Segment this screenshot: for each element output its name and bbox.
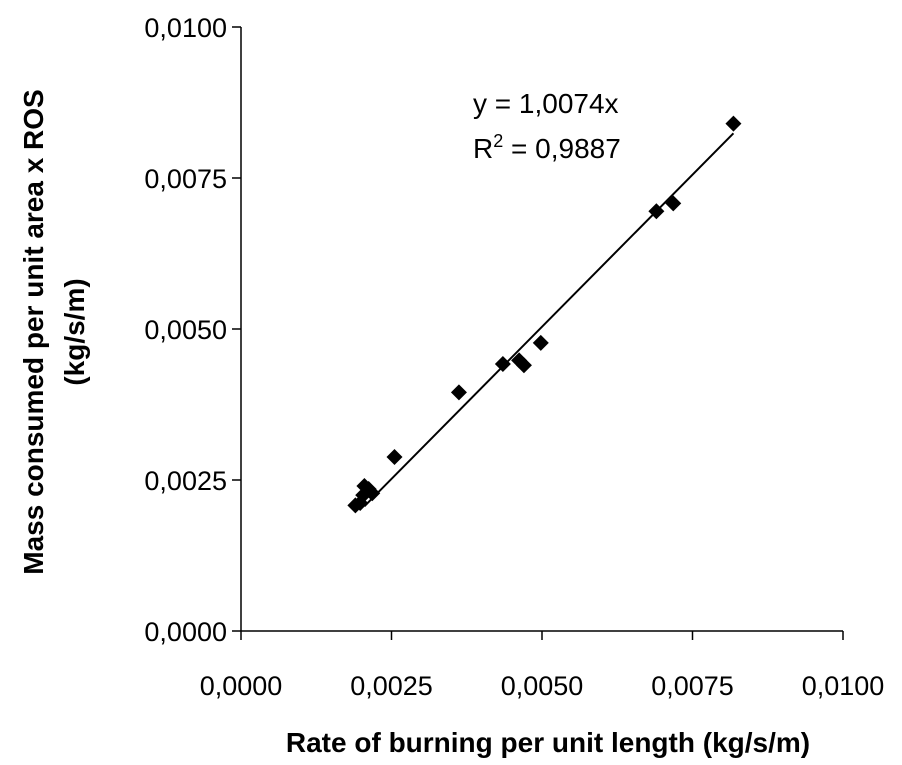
data-point bbox=[515, 357, 532, 374]
y-tick-label: 0,0100 bbox=[144, 13, 227, 43]
data-point bbox=[386, 449, 403, 466]
data-points bbox=[347, 115, 742, 514]
y-tick-label: 0,0025 bbox=[144, 466, 227, 496]
r-squared-value: = 0,9887 bbox=[503, 133, 621, 164]
data-point bbox=[532, 334, 549, 351]
y-tick-label: 0,0075 bbox=[144, 164, 227, 194]
y-axis-title-line1: Mass consumed per unit area x ROS bbox=[18, 89, 49, 575]
r-squared-label: R2 = 0,9887 bbox=[473, 131, 621, 164]
x-tick-label: 0,0100 bbox=[802, 671, 885, 701]
x-tick-label: 0,0025 bbox=[350, 671, 433, 701]
data-point bbox=[725, 115, 742, 132]
y-tick-label: 0,0050 bbox=[144, 315, 227, 345]
y-tick-label: 0,0000 bbox=[144, 617, 227, 647]
data-point bbox=[364, 485, 381, 502]
x-axis-title: Rate of burning per unit length (kg/s/m) bbox=[286, 727, 810, 758]
data-point bbox=[665, 195, 682, 212]
data-point bbox=[494, 356, 511, 373]
r-squared-superscript: 2 bbox=[493, 131, 503, 151]
x-ticks: 0,0000 0,0025 0,0050 0,0075 0,0100 bbox=[200, 631, 885, 701]
x-tick-label: 0,0000 bbox=[200, 671, 283, 701]
r-squared-symbol: R bbox=[473, 133, 493, 164]
trendline-equation: y = 1,0074x bbox=[473, 88, 619, 119]
x-tick-label: 0,0075 bbox=[651, 671, 734, 701]
x-tick-label: 0,0050 bbox=[501, 671, 584, 701]
data-point bbox=[450, 384, 467, 401]
y-axis-title-line2: (kg/s/m) bbox=[59, 278, 90, 385]
data-point bbox=[648, 203, 665, 220]
y-ticks: 0,0000 0,0025 0,0050 0,0075 0,0100 bbox=[144, 13, 241, 647]
trendline bbox=[363, 132, 735, 507]
